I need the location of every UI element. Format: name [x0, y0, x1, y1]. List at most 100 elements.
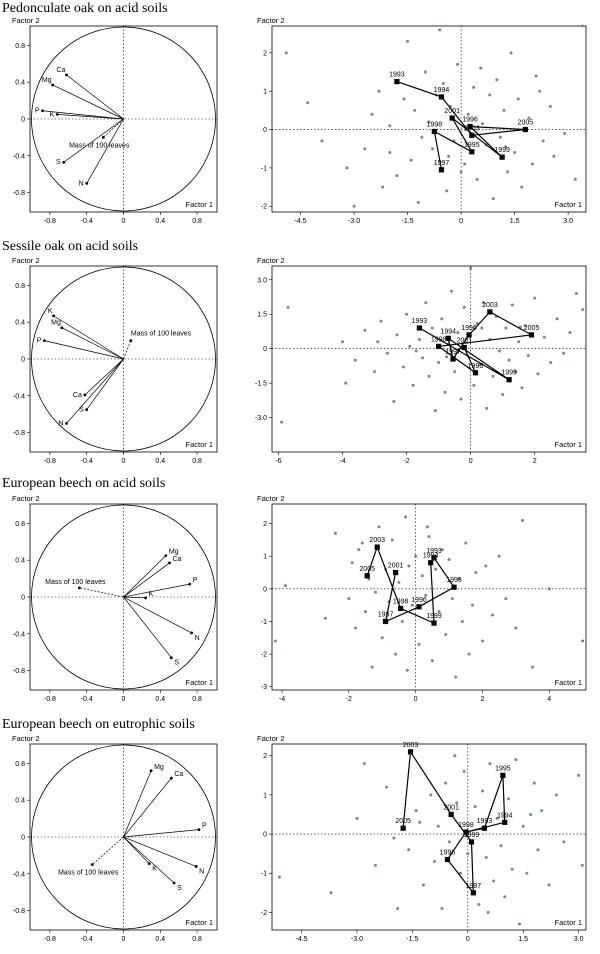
x-tick-label: -0.4	[81, 936, 93, 943]
loading-vector-n	[86, 118, 124, 184]
year-marker	[506, 377, 512, 383]
observation-point	[555, 317, 559, 321]
year-label: 1994	[423, 553, 439, 560]
observation-point	[385, 351, 389, 355]
loading-point	[197, 828, 201, 832]
variable-label: Mg	[169, 549, 179, 556]
observation-point	[542, 335, 546, 339]
y-tick-label: 0.4	[15, 558, 25, 565]
observation-point	[440, 548, 444, 552]
x-tick-label: 0	[459, 218, 463, 225]
observation-point	[456, 331, 460, 335]
observation-point	[390, 538, 394, 542]
loading-point	[41, 109, 44, 113]
loading-point	[172, 881, 176, 885]
loading-point	[90, 863, 94, 866]
x-axis-label: Factor 1	[554, 200, 582, 209]
year-marker	[528, 332, 535, 338]
loading-vector-mg	[123, 770, 152, 838]
year-label: 1999	[501, 370, 517, 377]
y-axis-label: Factor 2	[12, 16, 40, 25]
year-label: 1993	[477, 818, 493, 825]
year-label: 1999	[426, 613, 442, 620]
observation-point	[481, 122, 485, 126]
y-tick-label: 0.8	[15, 43, 25, 50]
y-tick-label: 0.4	[15, 80, 25, 87]
loading-vector-ca	[123, 777, 172, 838]
loading-point	[65, 422, 68, 425]
observation-point	[517, 340, 521, 344]
loading-vector-s	[86, 358, 124, 410]
observation-point	[280, 420, 284, 424]
observation-point	[340, 340, 344, 344]
observation-point	[286, 305, 290, 309]
y-tick-label: -1.5	[255, 381, 267, 388]
observation-point	[495, 816, 499, 820]
loading-point	[188, 582, 192, 586]
year-trajectory-line	[419, 311, 534, 381]
x-tick-label: 0	[466, 936, 470, 943]
year-label: 2003	[464, 125, 480, 132]
observation-point	[504, 597, 508, 601]
y-tick-label: 0	[263, 586, 267, 593]
y-tick-label: -2	[261, 204, 267, 211]
y-tick-label: 0	[263, 346, 267, 353]
observation-point	[417, 337, 421, 341]
panel-title: Sessile oak on acid soils	[2, 239, 138, 254]
observation-point	[538, 89, 542, 93]
year-label: 1995	[464, 142, 480, 149]
y-tick-label: 0	[21, 357, 25, 364]
x-tick-label: -0.8	[44, 936, 56, 943]
loading-point	[164, 554, 168, 557]
year-label: 2005	[518, 120, 534, 127]
variable-label: K	[48, 308, 53, 315]
observation-point	[401, 365, 405, 369]
year-marker	[463, 829, 469, 835]
observation-point	[475, 177, 479, 181]
x-tick-label: 2	[533, 458, 537, 465]
observation-point	[534, 74, 538, 78]
observation-point	[441, 82, 445, 86]
loading-point	[77, 586, 81, 590]
x-axis-label: Factor 1	[185, 200, 213, 209]
x-tick-label: 1.5	[518, 936, 528, 943]
observation-point	[562, 840, 566, 844]
observation-point	[473, 805, 477, 809]
observation-point	[481, 301, 485, 305]
observation-point	[370, 665, 374, 669]
loading-point	[144, 596, 147, 600]
variable-label: P	[193, 577, 198, 584]
observation-point	[485, 406, 489, 410]
observation-point	[480, 326, 484, 330]
year-trajectory-line	[396, 81, 526, 170]
y-tick-label: -0.4	[13, 631, 25, 638]
observation-point	[353, 358, 357, 362]
y-tick-label: 0	[21, 117, 25, 124]
loading-vector-mass-of-100-leaves	[123, 340, 132, 360]
x-tick-label: -6	[275, 458, 281, 465]
observation-point	[480, 639, 484, 643]
year-label: 1996	[411, 597, 427, 604]
year-marker	[394, 79, 400, 85]
loading-vector-s	[123, 596, 172, 658]
observation-point	[350, 561, 354, 565]
observation-point	[554, 793, 558, 797]
loading-vector-n	[66, 358, 124, 424]
observation-point	[417, 642, 421, 646]
x-tick-label: -2	[403, 458, 409, 465]
year-label: 2005	[359, 566, 375, 573]
observation-point	[376, 340, 380, 344]
x-tick-label: 3.0	[563, 218, 573, 225]
observation-point	[467, 652, 471, 656]
observation-point	[474, 571, 478, 575]
observation-point	[385, 785, 389, 789]
x-tick-label: -0.8	[44, 218, 56, 225]
observation-point	[510, 303, 514, 307]
year-label: 1996	[440, 850, 456, 857]
loading-point	[129, 339, 133, 342]
observation-point	[421, 883, 425, 887]
correlation-circle-chart: Factor 2 Factor 1 -0.8 -0.4 0 0.4 0.8 0.8 0.4 0 -0…	[12, 256, 218, 465]
observation-point	[320, 139, 324, 143]
